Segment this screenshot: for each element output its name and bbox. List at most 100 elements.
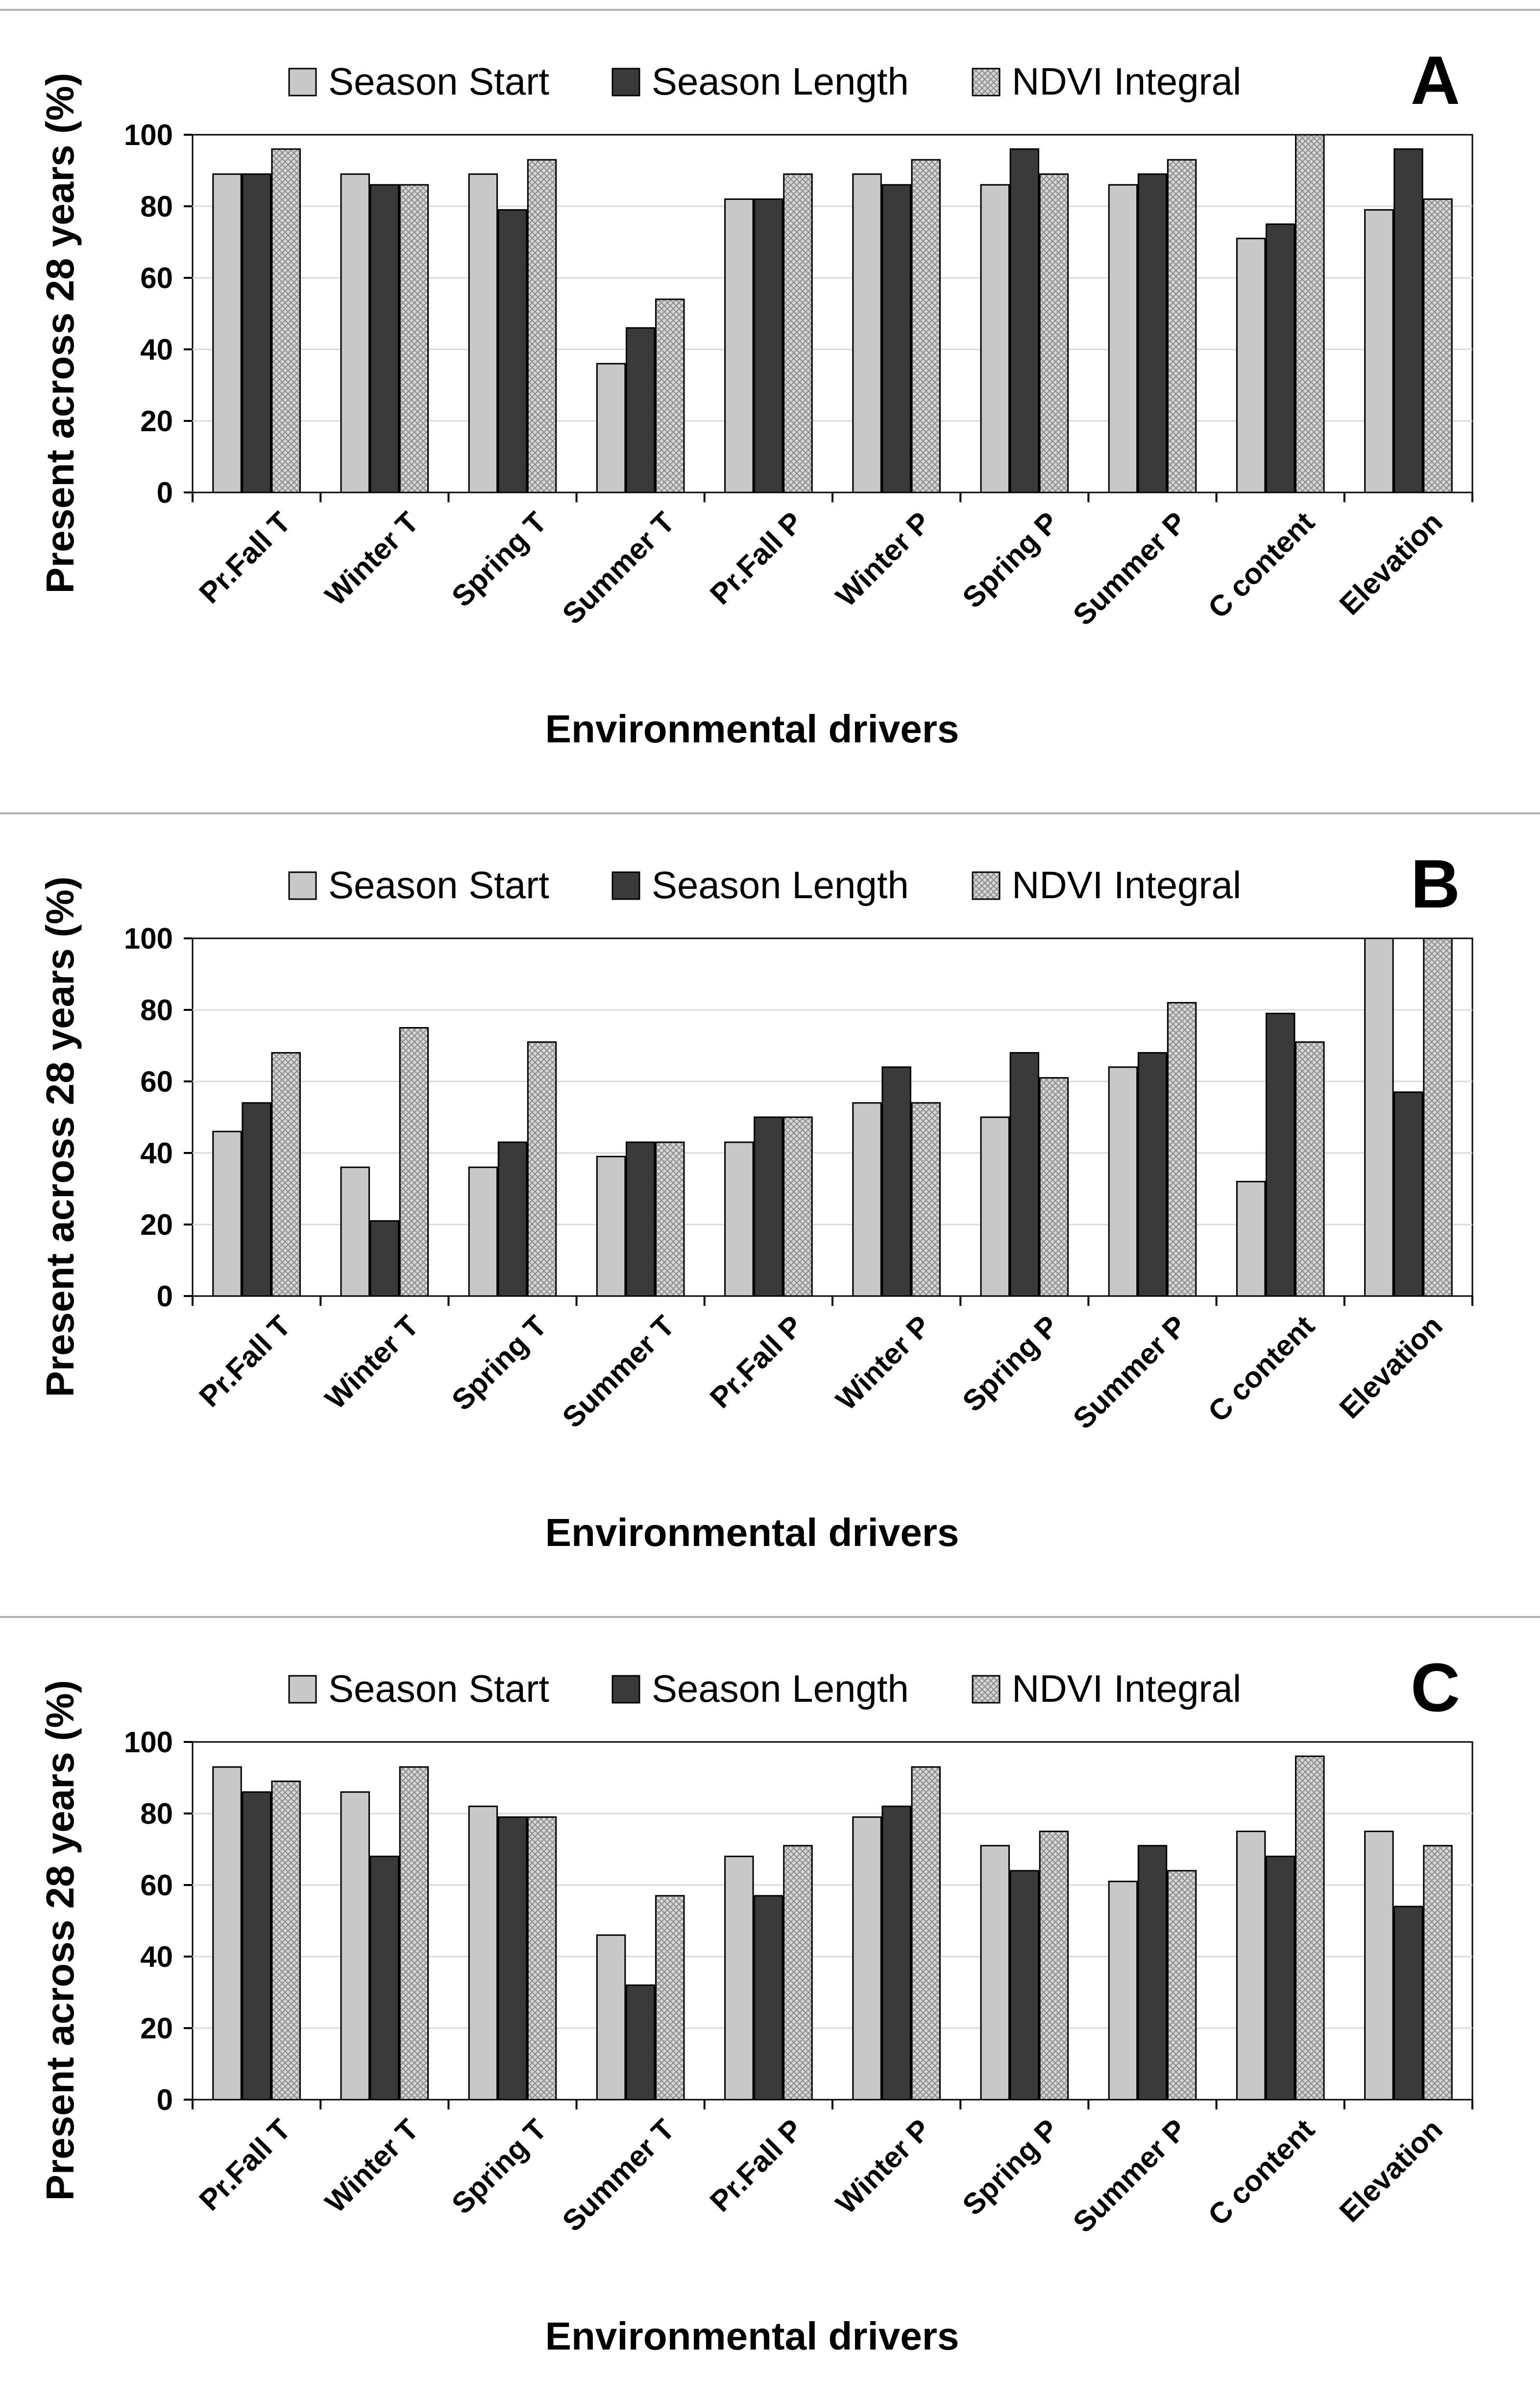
panel-b-bar-season-length — [625, 1141, 656, 1297]
panel-c-bar-season-start — [980, 1845, 1010, 2101]
panel-b-bar-season-start — [468, 1166, 498, 1297]
panel-b-bar-season-start — [340, 1166, 370, 1297]
panel-c-x-category-label: Summer T — [556, 2113, 681, 2238]
panel-c-bar-season-start — [468, 1805, 498, 2101]
panel-a-y-tick-label: 0 — [157, 476, 173, 509]
panel-c-bar-ndvi-integral — [783, 1845, 813, 2101]
panel-a-bar-season-start — [1108, 184, 1138, 493]
panel-c-bar-season-length — [369, 1856, 400, 2101]
panel-b-y-tick-label: 0 — [157, 1280, 173, 1313]
panel-c-legend-label: Season Start — [328, 1667, 549, 1710]
panel-a-x-category-label: Spring T — [445, 506, 553, 613]
panel-a-bar-season-length — [881, 184, 911, 493]
panel-a-bar-season-length — [1009, 148, 1040, 493]
panel-a-bar-season-start — [596, 363, 626, 493]
panel-b-bar-ndvi-integral — [1295, 1041, 1325, 1297]
panel-c-bar-season-length — [754, 1895, 783, 2101]
panel-b-bar-season-length — [497, 1141, 528, 1297]
panel-a-bar-season-length — [625, 327, 656, 493]
panel-a-x-category-label: Summer P — [1067, 506, 1193, 632]
panel-c-y-tick-label: 100 — [124, 1726, 173, 1759]
panel-c-bar-ndvi-integral — [399, 1766, 429, 2101]
panel-a-bar-season-length — [369, 184, 400, 493]
panel-c-bar-ndvi-integral — [1039, 1831, 1069, 2101]
panel-c-bar-season-start — [1364, 1831, 1394, 2101]
panel-b-bar-season-length — [1009, 1052, 1040, 1297]
panel-b-bar-season-start — [724, 1141, 754, 1297]
panel-a-y-tick-label: 40 — [140, 333, 173, 366]
panel-b-bar-ndvi-integral — [1039, 1077, 1069, 1297]
panel-c-y-tick-label: 40 — [140, 1940, 173, 1973]
panel-a-x-category-label: Summer T — [556, 506, 681, 631]
panel-a-bar-season-length — [242, 173, 271, 493]
panel-c-x-category-label: Winter P — [830, 2113, 937, 2220]
panel-a-x-category-label: C content — [1202, 506, 1321, 625]
panel-b-x-category-label: Spring P — [956, 1309, 1065, 1418]
panel-b-x-category-label: Elevation — [1333, 1309, 1449, 1425]
panel-c-bar-season-length — [1393, 1906, 1423, 2101]
panel-c-x-category-label: Summer P — [1067, 2113, 1193, 2239]
panel-c-panel-letter: C — [1411, 1649, 1460, 1726]
panel-c-bar-season-length — [625, 1984, 656, 2101]
panel-a-x-category-label: Elevation — [1333, 506, 1449, 621]
panel-c-bar-season-length — [881, 1805, 911, 2101]
panel-b-x-category-label: Spring T — [445, 1309, 553, 1417]
panel-b-y-tick-label: 40 — [140, 1137, 173, 1170]
panel-b-bar-season-length — [881, 1066, 911, 1297]
panel-c-bar-ndvi-integral — [1167, 1870, 1197, 2101]
panel-c-bar-season-start — [1108, 1881, 1138, 2101]
panel-b-x-category-label: Winter P — [830, 1309, 937, 1417]
panel-b-bar-season-length — [1265, 1012, 1296, 1297]
panel-a-legend-swatch-season-length — [611, 68, 640, 97]
panel-b-bar-ndvi-integral — [399, 1027, 429, 1297]
panel-b-x-category-label: Summer T — [556, 1309, 681, 1434]
panel-b-panel-letter: B — [1411, 845, 1460, 922]
panel-c-bar-season-start — [212, 1766, 242, 2101]
panel-b-bar-ndvi-integral — [271, 1052, 301, 1297]
panel-a-bar-season-start — [468, 173, 498, 493]
panel-b-bar-ndvi-integral — [911, 1102, 941, 1297]
panel-a-bar-ndvi-integral — [1039, 173, 1069, 493]
panel-b-y-tick-label: 60 — [140, 1065, 173, 1098]
panel-a-bar-ndvi-integral — [783, 173, 813, 493]
panel-a-bar-ndvi-integral — [1295, 134, 1325, 493]
panel-c-y-tick-label: 20 — [140, 2012, 173, 2045]
panel-a-bar-season-start — [340, 173, 370, 493]
panel-a-bar-ndvi-integral — [1167, 159, 1197, 493]
panel-a-bar-season-start — [980, 184, 1010, 493]
panel-b-bar-season-start — [980, 1116, 1010, 1297]
panel-c-legend-swatch-season-length — [611, 1675, 640, 1704]
panel-a-x-category-label: Spring P — [956, 506, 1065, 614]
panel-b-legend-swatch-season-length — [611, 871, 640, 900]
panel-b-x-category-label: C content — [1202, 1309, 1321, 1428]
panel-b-bar-ndvi-integral — [527, 1041, 557, 1297]
panel-c-y-tick-label: 0 — [157, 2083, 173, 2116]
panel-a-bar-season-length — [1265, 223, 1296, 493]
panel-a-legend-label: Season Length — [652, 60, 909, 103]
panel-c-bar-season-length — [1137, 1845, 1168, 2101]
panel-a-bar-season-start — [1364, 209, 1394, 493]
panel-c-x-category-label: Elevation — [1333, 2113, 1449, 2229]
panel-b-bar-ndvi-integral — [655, 1141, 685, 1297]
panel-c-bar-ndvi-integral — [271, 1780, 301, 2101]
panel-b-legend-label: NDVI Integral — [1012, 863, 1241, 906]
panel-c-legend-label: NDVI Integral — [1012, 1667, 1241, 1710]
panel-b-bar-season-start — [1364, 937, 1394, 1297]
panel-c-legend-label: Season Length — [652, 1667, 909, 1710]
panel-b-legend-label: Season Start — [328, 863, 549, 906]
panel-a-panel-letter: A — [1411, 42, 1460, 119]
panel-a-y-tick-label: 20 — [140, 405, 173, 438]
panel-b-legend-swatch-ndvi-integral — [972, 871, 1001, 900]
panel-b-x-category-label: Summer P — [1067, 1309, 1193, 1435]
panel-b-bar-ndvi-integral — [783, 1116, 813, 1297]
panel-c-bar-season-length — [242, 1791, 271, 2101]
panel-b-bar-season-length — [1393, 1091, 1423, 1297]
panel-b-bar-season-start — [1108, 1066, 1138, 1297]
panel-c-legend-swatch-season-start — [288, 1675, 317, 1704]
panel-a-x-category-label: Winter T — [318, 506, 425, 612]
panel-b-y-tick-label: 20 — [140, 1208, 173, 1241]
panel-a-legend-swatch-ndvi-integral — [972, 68, 1001, 97]
